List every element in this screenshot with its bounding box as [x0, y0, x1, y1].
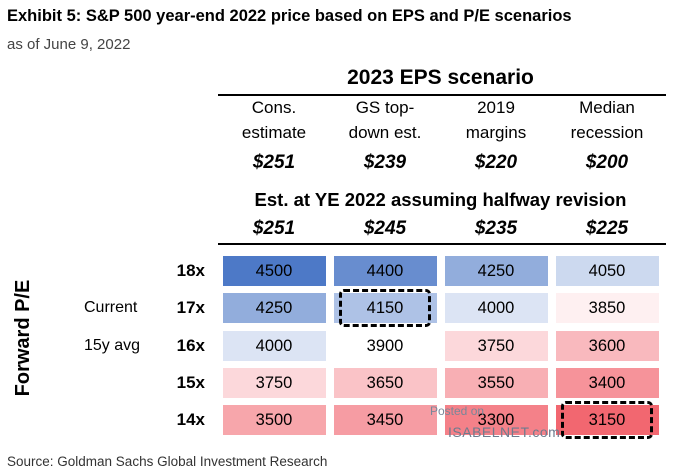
cell-value: 3750 — [477, 337, 515, 355]
column-label: margins — [465, 123, 527, 142]
heatmap-cell: 3300 — [444, 405, 548, 435]
column-label: Cons. — [251, 98, 297, 117]
y-axis-label-text: Forward P/E — [12, 279, 34, 397]
heatmap-cell: 3450 — [333, 405, 437, 435]
heatmap-cell: 4000 — [222, 331, 326, 361]
watermark-line1: Posted on — [430, 404, 485, 418]
cell-value: 3650 — [366, 374, 404, 392]
heatmap-cell: 3400 — [555, 368, 659, 398]
heatmap-cell: 3900 — [333, 331, 437, 361]
row-tag-label: 15y avg — [84, 337, 141, 354]
row-pe-label: 17x — [176, 298, 205, 317]
cell-value: 3400 — [588, 374, 626, 392]
column-label: estimate — [241, 123, 307, 142]
cell-value: 4400 — [366, 262, 404, 280]
cell-value: 3900 — [366, 337, 404, 355]
heatmap-cell: 3650 — [333, 368, 437, 398]
column-label: GS top- — [355, 98, 415, 117]
column-ye2022-value: $235 — [474, 218, 518, 239]
column-label: Median — [579, 98, 635, 117]
column-eps-value: $239 — [363, 152, 407, 173]
scenario-underline — [218, 94, 666, 96]
cell-value: 4250 — [255, 299, 293, 317]
chart-title: Exhibit 5: S&P 500 year-end 2022 price b… — [7, 7, 572, 25]
heatmap-cell: 4400 — [333, 256, 437, 286]
column-ye2022-value: $225 — [585, 218, 629, 239]
cell-value: 3850 — [588, 299, 626, 317]
cell-value: 4150 — [366, 299, 404, 317]
column-ye2022-value: $245 — [363, 218, 407, 239]
heatmap-cell: 3850 — [555, 293, 659, 323]
cell-value: 4000 — [255, 337, 293, 355]
cell-value: 3500 — [255, 411, 293, 429]
heatmap-cell: 4000 — [444, 293, 548, 323]
heatmap-cell: 3500 — [222, 405, 326, 435]
y-axis-label: Forward P/E — [12, 258, 46, 418]
row-pe-label: 15x — [176, 373, 205, 392]
heatmap-cell: 4250 — [444, 256, 548, 286]
chart-subtitle: as of June 9, 2022 — [7, 36, 131, 53]
cell-value: 4500 — [255, 262, 293, 280]
cell-value: 3150 — [588, 411, 626, 429]
heatmap-cell: 4500 — [222, 256, 326, 286]
source-note: Source: Goldman Sachs Global Investment … — [7, 454, 328, 469]
eps-scenario-title: 2023 EPS scenario — [347, 66, 534, 89]
column-eps-value: $251 — [252, 152, 296, 173]
column-ye2022-value: $251 — [252, 218, 296, 239]
cell-value: 3600 — [588, 337, 626, 355]
heatmap-cell: 3750 — [222, 368, 326, 398]
heatmap-cell: 3600 — [555, 331, 659, 361]
column-label: recession — [570, 123, 644, 142]
cell-value: 3450 — [366, 411, 404, 429]
cell-value: 3750 — [255, 374, 293, 392]
cell-value: 3550 — [477, 374, 515, 392]
cell-value: 4050 — [588, 262, 626, 280]
cell-value: 4000 — [477, 299, 515, 317]
heatmap-cell: 4150 — [333, 293, 437, 323]
highlight-box — [561, 401, 653, 439]
halfway-revision-title: Est. at YE 2022 assuming halfway revisio… — [254, 189, 627, 210]
highlight-box — [339, 289, 431, 327]
heatmap-cell: 4250 — [222, 293, 326, 323]
heatmap-cell: 4050 — [555, 256, 659, 286]
row-pe-label: 18x — [176, 261, 205, 280]
row-tag-label: Current — [84, 299, 138, 316]
column-eps-value: $200 — [585, 152, 629, 173]
column-label: 2019 — [477, 98, 515, 117]
row-pe-label: 14x — [176, 410, 205, 429]
column-eps-value: $220 — [474, 152, 518, 173]
halfway-underline — [218, 243, 666, 245]
cell-value: 3300 — [477, 411, 515, 429]
watermark: Posted on ISABELNET.com — [430, 404, 560, 444]
cell-value: 4250 — [477, 262, 515, 280]
column-label: down est. — [348, 123, 422, 142]
watermark-line2: ISABELNET.com — [448, 424, 561, 440]
heatmap-cell: 3550 — [444, 368, 548, 398]
row-pe-label: 16x — [176, 336, 205, 355]
heatmap-cell: 3750 — [444, 331, 548, 361]
heatmap-cell: 3150 — [555, 405, 659, 435]
